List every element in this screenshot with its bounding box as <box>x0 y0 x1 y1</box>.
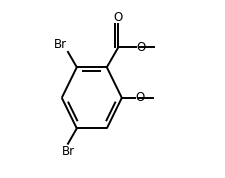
Text: O: O <box>135 91 144 104</box>
Text: Br: Br <box>61 145 74 158</box>
Text: O: O <box>113 11 122 23</box>
Text: O: O <box>136 41 145 54</box>
Text: Br: Br <box>54 38 67 51</box>
